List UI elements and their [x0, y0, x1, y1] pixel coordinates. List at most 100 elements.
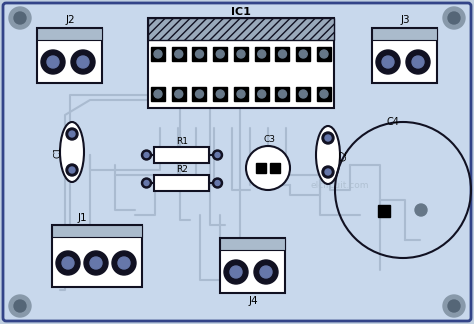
- Bar: [155, 175, 210, 191]
- Text: J1: J1: [77, 213, 87, 223]
- Ellipse shape: [316, 126, 340, 184]
- Circle shape: [66, 128, 78, 140]
- Bar: [37, 28, 102, 83]
- Circle shape: [279, 50, 286, 58]
- Circle shape: [47, 56, 59, 68]
- Circle shape: [322, 166, 334, 178]
- Text: C1: C1: [54, 146, 63, 158]
- Bar: [213, 87, 227, 101]
- Text: C4: C4: [387, 117, 400, 127]
- Circle shape: [69, 167, 75, 173]
- Circle shape: [299, 50, 307, 58]
- Circle shape: [175, 90, 183, 98]
- Circle shape: [212, 178, 222, 188]
- Bar: [372, 28, 437, 83]
- Circle shape: [154, 90, 162, 98]
- Bar: [372, 28, 437, 40]
- Text: elcircuit.com: elcircuit.com: [311, 180, 369, 190]
- Bar: [37, 28, 102, 40]
- Circle shape: [66, 164, 78, 176]
- Circle shape: [320, 90, 328, 98]
- Bar: [256, 163, 266, 173]
- Bar: [192, 47, 207, 61]
- Text: R2: R2: [176, 166, 188, 175]
- Circle shape: [237, 90, 245, 98]
- Circle shape: [215, 153, 220, 157]
- Bar: [220, 238, 285, 250]
- Circle shape: [144, 180, 149, 186]
- Bar: [192, 87, 207, 101]
- Bar: [234, 47, 248, 61]
- Circle shape: [415, 204, 427, 216]
- Circle shape: [41, 50, 65, 74]
- Bar: [296, 47, 310, 61]
- Circle shape: [71, 50, 95, 74]
- Circle shape: [237, 50, 245, 58]
- Bar: [296, 87, 310, 101]
- Bar: [155, 147, 210, 163]
- Circle shape: [412, 56, 424, 68]
- Text: J3: J3: [400, 15, 410, 25]
- Bar: [275, 47, 290, 61]
- Circle shape: [224, 260, 248, 284]
- Circle shape: [118, 257, 130, 269]
- Circle shape: [325, 135, 331, 141]
- Text: IC1: IC1: [231, 7, 251, 17]
- Bar: [378, 205, 390, 217]
- Circle shape: [69, 131, 75, 137]
- Bar: [52, 225, 142, 237]
- Circle shape: [443, 7, 465, 29]
- Circle shape: [216, 50, 224, 58]
- Circle shape: [144, 153, 149, 157]
- Text: C3: C3: [264, 135, 276, 145]
- Bar: [172, 87, 186, 101]
- Bar: [148, 18, 334, 108]
- Bar: [234, 87, 248, 101]
- Bar: [213, 47, 227, 61]
- Circle shape: [279, 90, 286, 98]
- Circle shape: [320, 50, 328, 58]
- Bar: [275, 87, 290, 101]
- Ellipse shape: [60, 122, 84, 182]
- Circle shape: [154, 50, 162, 58]
- Bar: [220, 238, 285, 293]
- Circle shape: [84, 251, 108, 275]
- Bar: [255, 47, 269, 61]
- Circle shape: [175, 50, 183, 58]
- Text: J4: J4: [248, 296, 258, 306]
- Circle shape: [77, 56, 89, 68]
- Circle shape: [376, 50, 400, 74]
- Circle shape: [9, 7, 31, 29]
- Text: C2: C2: [339, 149, 348, 161]
- Circle shape: [448, 12, 460, 24]
- Text: J2: J2: [65, 15, 75, 25]
- Circle shape: [112, 251, 136, 275]
- Text: R1: R1: [176, 137, 188, 146]
- Circle shape: [246, 146, 290, 190]
- Bar: [52, 225, 142, 287]
- Circle shape: [195, 90, 203, 98]
- Circle shape: [90, 257, 102, 269]
- Circle shape: [299, 90, 307, 98]
- FancyBboxPatch shape: [3, 3, 471, 321]
- Circle shape: [260, 266, 272, 278]
- Circle shape: [14, 12, 26, 24]
- Circle shape: [9, 295, 31, 317]
- Bar: [270, 163, 280, 173]
- Circle shape: [14, 300, 26, 312]
- Circle shape: [448, 300, 460, 312]
- Circle shape: [62, 257, 74, 269]
- Circle shape: [322, 132, 334, 144]
- Bar: [151, 47, 165, 61]
- Circle shape: [258, 50, 266, 58]
- Circle shape: [254, 260, 278, 284]
- Circle shape: [406, 50, 430, 74]
- Circle shape: [142, 178, 152, 188]
- Bar: [151, 87, 165, 101]
- Circle shape: [216, 90, 224, 98]
- Bar: [317, 47, 331, 61]
- Bar: [148, 18, 334, 40]
- Bar: [255, 87, 269, 101]
- Circle shape: [382, 56, 394, 68]
- Circle shape: [56, 251, 80, 275]
